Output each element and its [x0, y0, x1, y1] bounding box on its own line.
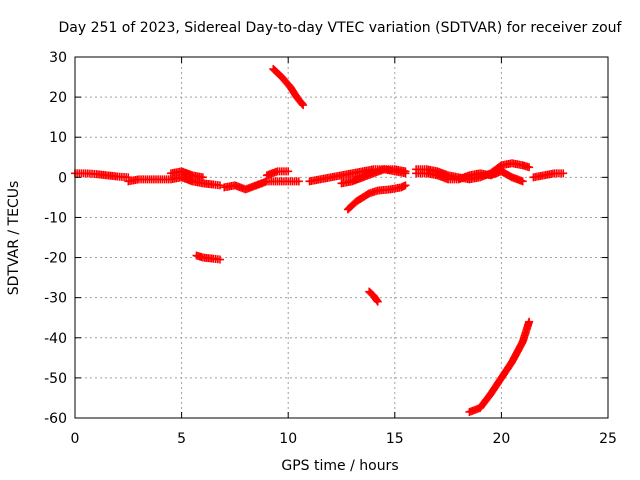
- x-tick-label: 25: [599, 431, 617, 447]
- data-point: [299, 101, 308, 110]
- data-series: [71, 65, 568, 416]
- x-tick-label: 20: [492, 431, 510, 447]
- plot-frame: [74, 56, 609, 419]
- data-point: [525, 163, 534, 172]
- x-tick-label: 0: [71, 431, 80, 447]
- data-point: [294, 177, 303, 186]
- x-tick-label: 10: [279, 431, 297, 447]
- data-point: [401, 181, 410, 190]
- y-tick-label: -20: [44, 251, 67, 267]
- y-tick-label: -10: [44, 210, 67, 226]
- y-tick-label: -40: [44, 331, 67, 347]
- chart-title: Day 251 of 2023, Sidereal Day-to-day VTE…: [59, 20, 623, 36]
- axes: 0 5 10 15 20 25 -60 -50 -40 -30 -20 -10 0 10 20 30: [44, 50, 617, 447]
- y-tick-label: 0: [58, 170, 67, 186]
- data-point: [215, 181, 224, 190]
- y-tick-label: -30: [44, 291, 67, 307]
- data-point: [518, 177, 527, 186]
- y-axis-label: SDTVAR / TECUs: [6, 181, 22, 296]
- x-tick-label: 15: [386, 431, 404, 447]
- y-tick-label: -60: [44, 411, 67, 427]
- grid: [75, 57, 608, 418]
- y-tick-label: -50: [44, 371, 67, 387]
- data-point: [559, 169, 568, 178]
- data-point: [525, 317, 534, 326]
- data-point: [401, 169, 410, 178]
- data-point: [198, 173, 207, 182]
- x-axis-label: GPS time / hours: [281, 458, 398, 474]
- data-point: [373, 297, 382, 306]
- x-tick-label: 5: [177, 431, 186, 447]
- data-point: [372, 296, 381, 305]
- y-tick-label: 30: [49, 50, 67, 66]
- y-tick-label: 20: [49, 90, 67, 106]
- y-tick-label: 10: [49, 130, 67, 146]
- data-point: [298, 99, 307, 108]
- data-point: [215, 255, 224, 264]
- data-point: [284, 167, 293, 176]
